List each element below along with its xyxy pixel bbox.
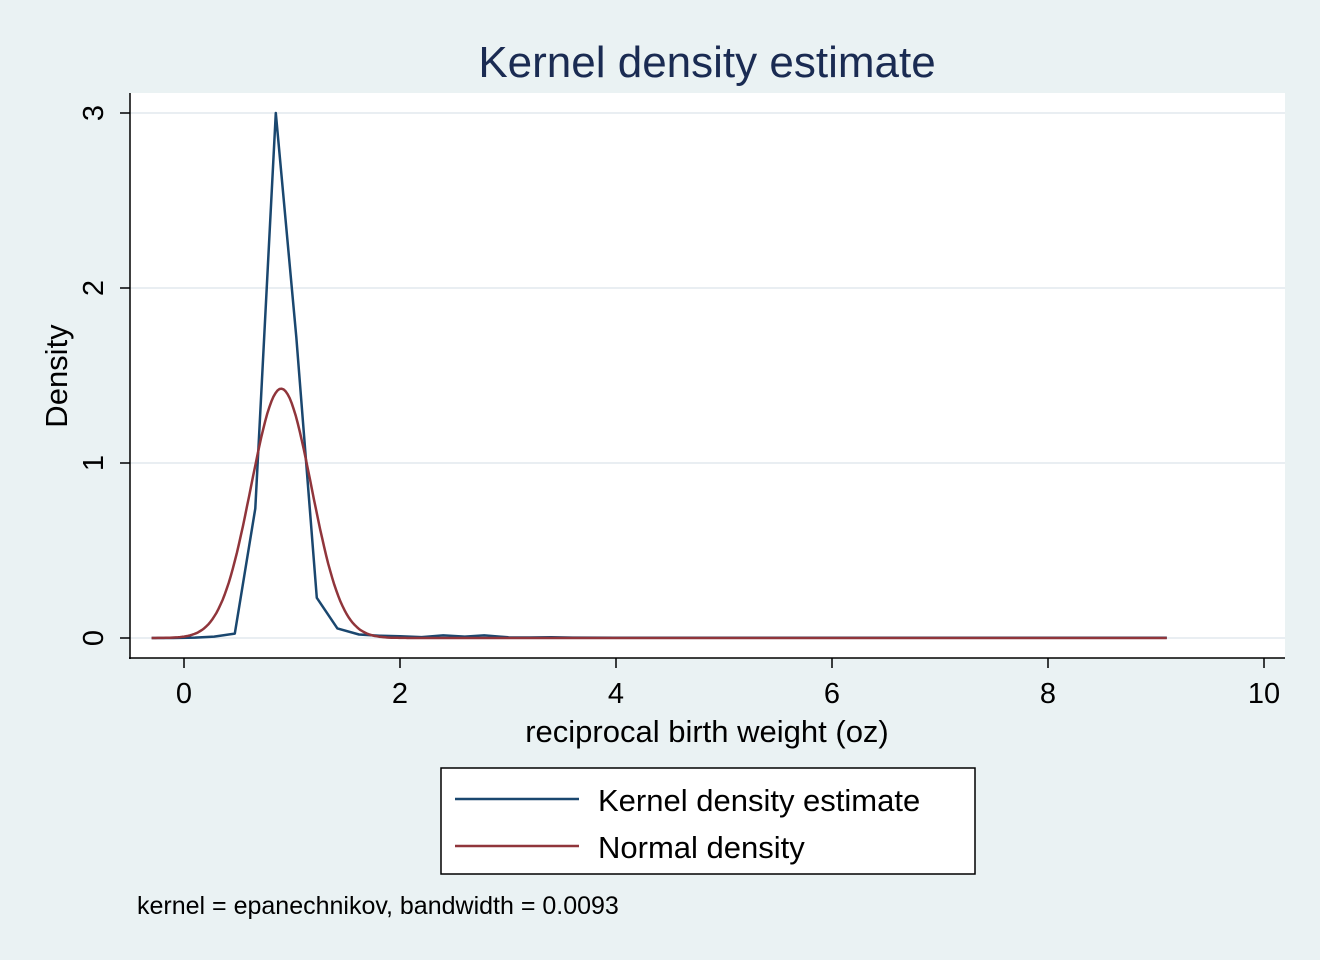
y-tick-label-2: 2 (78, 280, 110, 296)
legend-label-kernel: Kernel density estimate (598, 783, 920, 818)
x-tick-label-6: 6 (824, 678, 840, 710)
legend-box (440, 767, 976, 875)
x-tick-label-8: 8 (1040, 678, 1056, 710)
kernel-note: kernel = epanechnikov, bandwidth = 0.009… (137, 892, 619, 920)
y-tick-label-3: 3 (78, 105, 110, 121)
legend: Kernel density estimate Normal density (440, 767, 976, 875)
plot-area (130, 93, 1285, 658)
x-tick-label-2: 2 (392, 678, 408, 710)
y-axis-label: Density (39, 324, 74, 428)
x-axis-label: reciprocal birth weight (oz) (525, 714, 889, 749)
x-tick-label-4: 4 (608, 678, 624, 710)
x-tick-label-10: 10 (1248, 678, 1280, 710)
legend-label-normal: Normal density (598, 830, 805, 865)
series-layer (151, 111, 1167, 640)
axes (129, 93, 1285, 659)
y-tick-label-1: 1 (78, 455, 110, 471)
chart-title: Kernel density estimate (478, 38, 935, 87)
x-tick-label-0: 0 (176, 678, 192, 710)
y-ticks: 0 1 2 3 (78, 105, 130, 646)
x-ticks: 0 2 4 6 8 10 (176, 658, 1280, 710)
y-tick-label-0: 0 (78, 630, 110, 646)
series-line-normal-density (151, 387, 1167, 640)
